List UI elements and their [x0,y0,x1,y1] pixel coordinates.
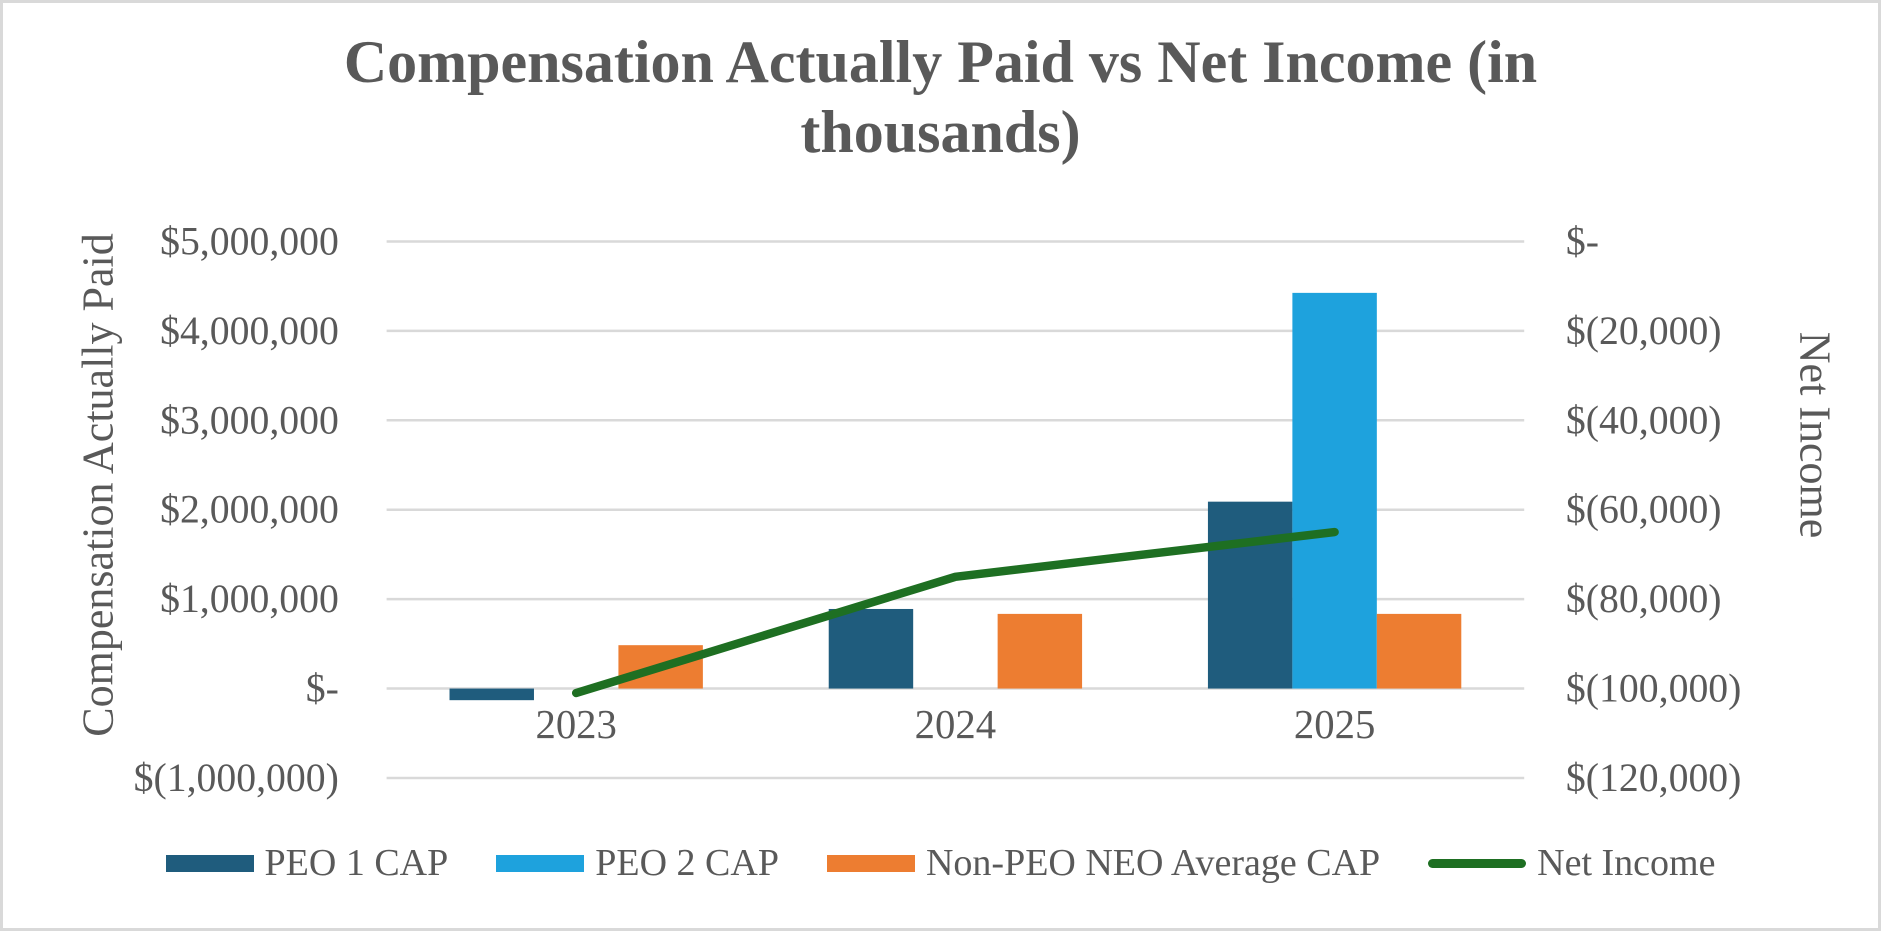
x-axis-label-2024: 2024 [915,702,996,747]
legend-label: Non-PEO NEO Average CAP [925,842,1381,884]
left-axis-tick-label: $(1,000,000) [134,756,339,800]
left-axis-tick-label: $4,000,000 [160,309,339,353]
peo1-cap-swatch-icon [165,854,254,872]
right-axis-tick-label: $(20,000) [1566,309,1722,353]
right-axis-tick-label: $(40,000) [1566,398,1722,442]
chart-title: Compensation Actually Paid vs Net Income… [343,29,1538,166]
legend-item-peo2-cap: PEO 2 CAP [496,841,779,885]
legend-label: PEO 2 CAP [595,842,779,884]
bar-PEO-1-CAP-2023 [449,688,534,701]
bar-Non-PEO-NEO-Average-CAP-2024 [997,613,1083,689]
non-peo-neo-average-cap-swatch-icon [826,854,915,872]
x-axis-label-2023: 2023 [535,702,616,747]
bar-PEO-1-CAP-2024 [828,608,914,689]
right-axis-tick-label: $- [1566,219,1599,263]
net-income-line-icon [1428,858,1527,868]
legend-item-non-peo-neo-average-cap: Non-PEO NEO Average CAP [826,841,1381,885]
left-axis-tick-label: $5,000,000 [160,219,339,263]
legend-item-peo1-cap: PEO 1 CAP [165,841,449,885]
left-axis-tick-label: $1,000,000 [160,577,339,621]
left-axis-tick-label: $3,000,000 [160,398,339,442]
bar-PEO-1-CAP-2025 [1207,501,1293,689]
legend: PEO 1 CAP PEO 2 CAP Non-PEO NEO Average … [3,841,1878,885]
legend-label: PEO 1 CAP [264,842,449,884]
left-axis-tick-label: $- [306,667,339,711]
right-axis-tick-label: $(60,000) [1566,488,1722,532]
left-axis-tick-label: $2,000,000 [160,488,339,532]
peo2-cap-swatch-icon [496,854,585,872]
right-axis-tick-label: $(120,000) [1566,756,1741,800]
right-axis-tick-label: $(100,000) [1566,667,1741,711]
legend-label: Net Income [1537,842,1716,884]
combo-chart-plot: $5,000,000 $- $4,000,000 $(20,000) $3,000,00… [134,219,1742,800]
bar-Non-PEO-NEO-Average-CAP-2025 [1376,613,1462,689]
Net-Income-line [571,527,1339,698]
x-axis-label-2025: 2025 [1294,702,1375,747]
legend-item-net-income: Net Income [1428,841,1715,885]
right-axis-tick-label: $(80,000) [1566,577,1722,621]
bar-PEO-2-CAP-2025 [1292,292,1377,689]
